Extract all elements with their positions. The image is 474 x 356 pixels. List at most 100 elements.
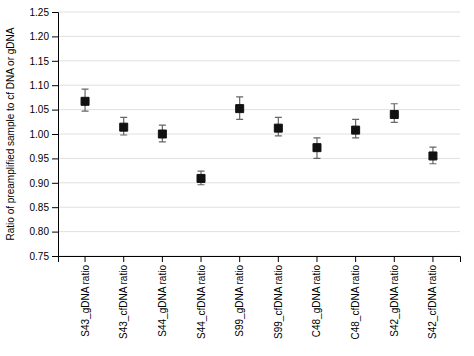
error-bar — [198, 171, 205, 185]
grid-line — [58, 134, 460, 135]
y-tick-mark — [52, 12, 58, 13]
y-tick-mark — [52, 207, 58, 208]
y-axis: 0.75 0.80 0.85 0.90 0.95 1.00 1.05 1.10 1.15 1.20… — [30, 7, 59, 262]
grid-line — [58, 36, 460, 37]
marker — [158, 130, 166, 138]
y-tick-label: 1.25 — [30, 7, 50, 18]
x-tick-label: S99_cfDNA ratio — [273, 265, 284, 339]
y-axis-line — [52, 13, 59, 257]
y-tick-label: 0.90 — [30, 178, 50, 189]
y-tick: 1.10 — [30, 80, 58, 91]
x-tick-label: S42_cfDNA ratio — [427, 265, 438, 339]
x-tick-mark — [201, 256, 202, 262]
x-axis: S43_gDNA ratio S43_cfDNA ratio S44_gDNA ra… — [59, 256, 461, 339]
error-bar — [159, 125, 166, 142]
y-tick: 0.90 — [30, 178, 58, 189]
y-tick-label: 0.75 — [30, 251, 50, 262]
x-tick-label: S43_cfDNA ratio — [118, 265, 129, 339]
y-tick-mark — [52, 61, 58, 62]
x-tick-label: S99_gDNA ratio — [234, 265, 245, 337]
error-bar — [275, 117, 282, 136]
y-tick: 1.15 — [30, 56, 58, 67]
x-tick-mark — [239, 256, 240, 262]
x-tick-label: C48_gDNA ratio — [311, 265, 322, 338]
error-bar — [352, 119, 359, 138]
marker — [429, 152, 437, 160]
y-tick-label: 1.15 — [30, 56, 50, 67]
marker — [120, 123, 128, 131]
grid-line — [58, 158, 460, 159]
x-tick: S99_cfDNA ratio — [273, 256, 284, 339]
x-tick-mark — [85, 256, 86, 262]
x-tick: S43_cfDNA ratio — [118, 256, 129, 339]
x-tick-label: S44_cfDNA ratio — [196, 265, 207, 339]
grid-line — [58, 60, 460, 61]
y-tick: 0.95 — [30, 153, 58, 164]
y-tick-mark — [52, 36, 58, 37]
x-tick: C48_cfDNA ratio — [350, 256, 361, 339]
y-tick-mark — [52, 232, 58, 233]
y-tick: 0.80 — [30, 226, 58, 237]
grid-line — [58, 109, 460, 110]
y-tick-mark — [52, 158, 58, 159]
marker — [313, 144, 321, 152]
x-tick: S44_gDNA ratio — [157, 256, 168, 337]
x-tick-mark — [123, 256, 124, 262]
y-tick-label: 1.10 — [30, 80, 50, 91]
x-tick: S44_cfDNA ratio — [196, 256, 207, 339]
marker — [197, 174, 205, 182]
y-tick-label: 1.00 — [30, 129, 50, 140]
marker — [236, 105, 244, 113]
plot: 0.75 0.80 0.85 0.90 0.95 1.00 1.05 1.10 1.15 1.20… — [30, 7, 461, 340]
marker — [352, 126, 360, 134]
marker — [274, 124, 282, 132]
x-tick-label: S44_gDNA ratio — [157, 265, 168, 337]
y-tick-label: 0.80 — [30, 226, 50, 237]
x-tick-mark — [278, 256, 279, 262]
x-axis-line — [59, 257, 461, 263]
x-tick-mark — [355, 256, 356, 262]
marker — [81, 97, 89, 105]
y-tick-label: 1.05 — [30, 104, 50, 115]
x-tick-label: C48_cfDNA ratio — [350, 265, 361, 340]
marker — [390, 110, 398, 118]
y-tick-label: 0.95 — [30, 153, 50, 164]
x-tick-label: S43_gDNA ratio — [80, 265, 91, 337]
x-tick-mark — [316, 256, 317, 262]
y-tick: 0.85 — [30, 202, 58, 213]
y-tick: 1.00 — [30, 129, 58, 140]
y-tick: 1.25 — [30, 7, 58, 18]
grid-line — [58, 207, 460, 208]
y-tick-mark — [52, 256, 58, 257]
error-bar — [120, 117, 127, 135]
grid-line — [58, 231, 460, 232]
grid-line — [58, 182, 460, 183]
x-tick-mark — [394, 256, 395, 262]
x-tick-label: S42_gDNA ratio — [389, 265, 400, 337]
x-tick: S43_gDNA ratio — [80, 256, 91, 337]
error-bar — [236, 97, 243, 119]
error-bar — [82, 89, 89, 111]
y-tick-mark — [52, 85, 58, 86]
grid — [58, 12, 460, 256]
chart: 0.75 0.80 0.85 0.90 0.95 1.00 1.05 1.10 1.15 1.20… — [0, 0, 474, 356]
y-tick-label: 1.20 — [30, 31, 50, 42]
x-tick: S42_cfDNA ratio — [427, 256, 438, 339]
grid-line — [58, 85, 460, 86]
y-tick-mark — [52, 134, 58, 135]
y-tick: 1.05 — [30, 104, 58, 115]
x-tick-mark — [432, 256, 433, 262]
error-bar — [429, 147, 436, 164]
error-bar — [313, 138, 320, 158]
y-tick: 1.20 — [30, 31, 58, 42]
x-tick: C48_gDNA ratio — [311, 256, 322, 337]
x-tick-mark — [162, 256, 163, 262]
y-tick-label: 0.85 — [30, 202, 50, 213]
y-tick: 0.75 — [30, 251, 58, 262]
grid-line — [58, 12, 460, 13]
error-bar — [391, 104, 398, 123]
y-axis-title: Ratio of preamplified sample to cf DNA o… — [5, 27, 16, 240]
x-tick: S99_gDNA ratio — [234, 256, 245, 337]
y-tick-mark — [52, 183, 58, 184]
x-tick: S42_gDNA ratio — [389, 256, 400, 337]
